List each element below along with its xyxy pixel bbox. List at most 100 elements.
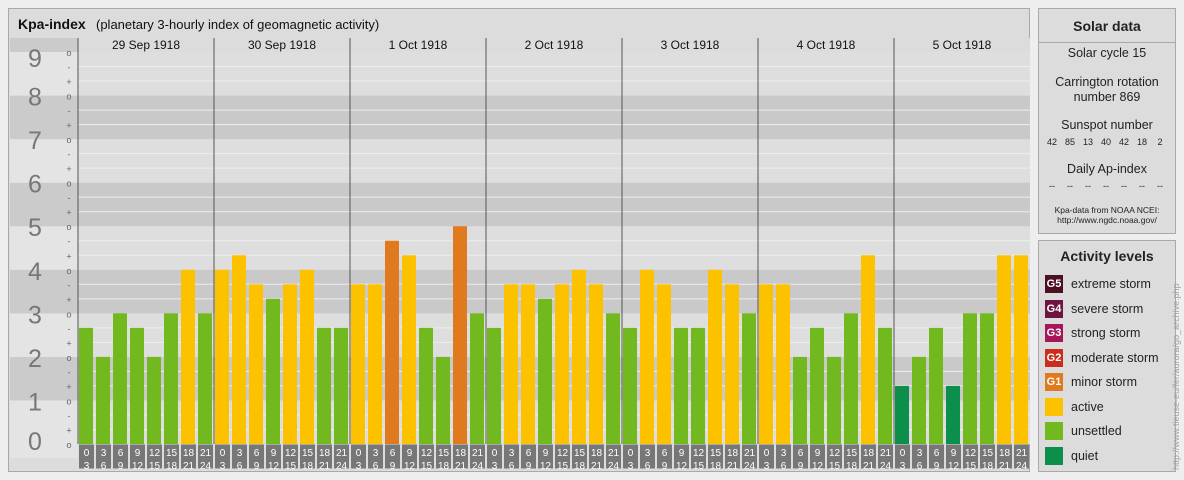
y-tick-label: 1 — [28, 388, 42, 416]
interval-cell — [419, 444, 434, 469]
legend-label: quiet — [1071, 448, 1099, 463]
interval-cell — [436, 444, 451, 469]
y-subtick: o — [66, 48, 71, 58]
interval-end-label: 12 — [268, 461, 280, 472]
interval-cell — [232, 444, 247, 469]
interval-start-label: 12 — [693, 448, 705, 459]
interval-start-label: 3 — [373, 448, 379, 459]
y-subtick: - — [68, 150, 71, 160]
y-subtick: - — [68, 63, 71, 73]
kp-band — [78, 182, 1030, 227]
interval-cell — [164, 444, 179, 469]
interval-start-label: 0 — [220, 448, 226, 459]
interval-cell — [181, 444, 196, 469]
day-label: 4 Oct 1918 — [797, 38, 856, 52]
y-subtick: o — [66, 396, 71, 406]
interval-cell — [793, 444, 808, 469]
kp-bar — [351, 284, 365, 444]
interval-start-label: 21 — [744, 448, 756, 459]
kp-bar — [385, 240, 399, 444]
y-tick-label: 8 — [28, 84, 42, 112]
interval-cell — [640, 444, 655, 469]
kp-bar — [538, 298, 552, 444]
interval-start-label: 18 — [455, 448, 467, 459]
interval-start-label: 21 — [336, 448, 348, 459]
kp-bar — [759, 284, 773, 444]
interval-cell — [776, 444, 791, 469]
sunspot-value: 85 — [1064, 137, 1075, 147]
interval-start-label: 12 — [421, 448, 433, 459]
interval-end-label: 15 — [149, 461, 161, 472]
interval-start-label: 9 — [407, 448, 413, 459]
day-label: 29 Sep 1918 — [112, 38, 180, 52]
kp-bar — [266, 298, 280, 444]
kp-bar — [742, 313, 756, 444]
interval-end-label: 24 — [336, 461, 348, 472]
interval-cell — [487, 444, 502, 469]
kp-bar — [113, 313, 127, 444]
interval-cell — [861, 444, 876, 469]
interval-end-label: 6 — [781, 461, 787, 472]
kp-bar — [623, 327, 637, 444]
y-subtick: - — [68, 193, 71, 203]
credit-link[interactable]: http://www.ngdc.noaa.gov/ — [1057, 215, 1157, 225]
interval-cell — [215, 444, 230, 469]
interval-start-label: 15 — [302, 448, 314, 459]
kp-bar — [79, 327, 93, 444]
interval-cell — [878, 444, 893, 469]
interval-start-label: 0 — [628, 448, 634, 459]
subtick-band — [60, 182, 78, 227]
interval-end-label: 3 — [356, 461, 362, 472]
y-tick-label: 5 — [28, 214, 42, 242]
subtick-band — [60, 139, 78, 183]
kp-bar — [453, 226, 467, 444]
interval-cell — [589, 444, 604, 469]
kp-bar — [810, 327, 824, 444]
kp-bar — [249, 284, 263, 444]
kp-bar — [912, 356, 926, 444]
y-band — [10, 226, 60, 270]
ap-value: -- — [1121, 181, 1127, 191]
y-subtick: - — [68, 411, 71, 421]
interval-start-label: 12 — [829, 448, 841, 459]
y-band — [10, 182, 60, 227]
interval-end-label: 15 — [421, 461, 433, 472]
interval-cell — [1014, 444, 1029, 469]
kp-bar — [130, 327, 144, 444]
y-band — [10, 38, 60, 52]
interval-end-label: 21 — [727, 461, 739, 472]
interval-cell — [555, 444, 570, 469]
watermark-url: http://www.tieuse-eu/fer/aurora/go_archi… — [1171, 283, 1181, 470]
interval-end-label: 24 — [608, 461, 620, 472]
interval-start-label: 15 — [438, 448, 450, 459]
interval-end-label: 24 — [1016, 461, 1028, 472]
interval-cell — [402, 444, 417, 469]
kp-bar — [470, 313, 484, 444]
interval-start-label: 6 — [934, 448, 940, 459]
interval-start-label: 3 — [237, 448, 243, 459]
interval-start-label: 0 — [84, 448, 90, 459]
interval-cell — [249, 444, 264, 469]
interval-start-label: 3 — [645, 448, 651, 459]
ap-value: -- — [1139, 181, 1145, 191]
interval-end-label: 6 — [237, 461, 243, 472]
interval-cell — [317, 444, 332, 469]
interval-start-label: 15 — [710, 448, 722, 459]
kp-bar — [674, 327, 688, 444]
kp-bar — [555, 284, 569, 444]
day-header-strip — [78, 38, 1030, 52]
interval-end-label: 12 — [812, 461, 824, 472]
interval-end-label: 9 — [662, 461, 668, 472]
interval-end-label: 9 — [390, 461, 396, 472]
interval-cell — [453, 444, 468, 469]
kp-band — [78, 139, 1030, 183]
kp-band — [78, 95, 1030, 140]
subtick-band — [60, 95, 78, 140]
interval-start-label: 21 — [472, 448, 484, 459]
legend-label: moderate storm — [1071, 350, 1159, 365]
interval-start-label: 21 — [200, 448, 212, 459]
interval-start-label: 6 — [390, 448, 396, 459]
subtick-band — [60, 226, 78, 270]
ap-value: -- — [1067, 181, 1073, 191]
kp-bar — [708, 269, 722, 444]
